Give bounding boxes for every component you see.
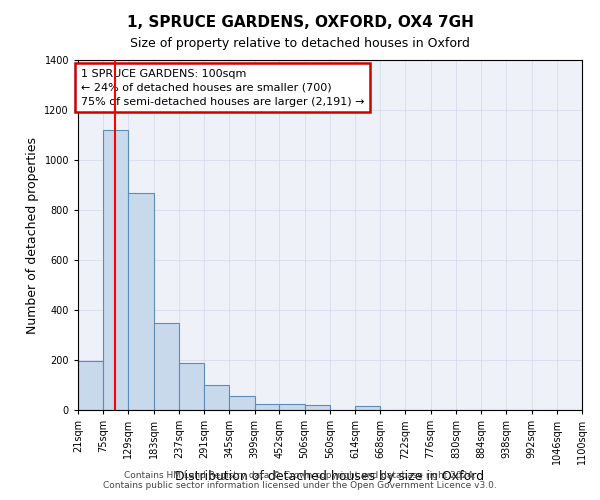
Bar	[355, 406, 380, 410]
Bar	[204, 385, 229, 410]
Bar	[305, 405, 330, 410]
Bar	[229, 396, 254, 410]
Bar	[103, 130, 128, 410]
Bar	[154, 322, 179, 410]
Bar	[254, 404, 280, 410]
Text: 1, SPRUCE GARDENS, OXFORD, OX4 7GH: 1, SPRUCE GARDENS, OXFORD, OX4 7GH	[127, 15, 473, 30]
Text: Contains HM Land Registry data © Crown copyright and database right 2024.
Contai: Contains HM Land Registry data © Crown c…	[103, 470, 497, 490]
Text: 1 SPRUCE GARDENS: 100sqm
← 24% of detached houses are smaller (700)
75% of semi-: 1 SPRUCE GARDENS: 100sqm ← 24% of detach…	[80, 69, 364, 107]
Text: Size of property relative to detached houses in Oxford: Size of property relative to detached ho…	[130, 38, 470, 51]
Bar	[78, 361, 103, 410]
X-axis label: Distribution of detached houses by size in Oxford: Distribution of detached houses by size …	[175, 470, 485, 483]
Bar	[128, 192, 154, 410]
Bar	[179, 362, 204, 410]
Bar	[280, 404, 305, 410]
Y-axis label: Number of detached properties: Number of detached properties	[26, 136, 39, 334]
